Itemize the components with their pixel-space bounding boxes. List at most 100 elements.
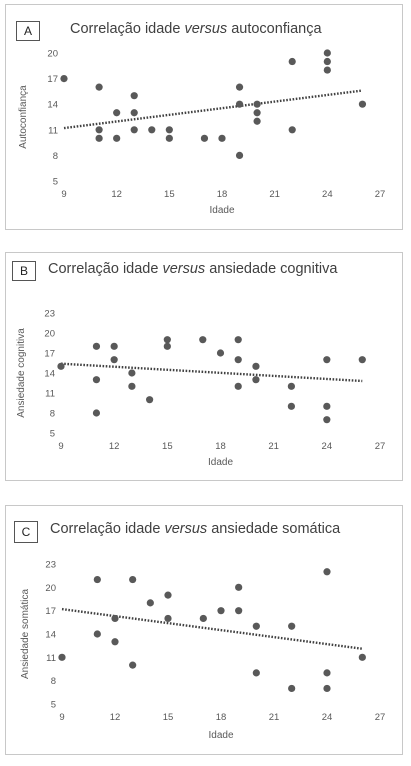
data-point bbox=[358, 100, 367, 108]
x-tick-label: 12 bbox=[111, 189, 122, 200]
x-tick-label: 9 bbox=[59, 712, 64, 723]
panel-letter-a: A bbox=[16, 21, 40, 41]
y-tick-label: 8 bbox=[51, 676, 56, 687]
chart-b-svg: 5 8 11 14 17 20 23 9 12 15 18 21 24 27 Idade Ansiedade … bbox=[16, 309, 386, 469]
trendline bbox=[60, 362, 363, 383]
data-point bbox=[218, 134, 226, 142]
data-point bbox=[323, 669, 331, 677]
data-point bbox=[252, 669, 260, 677]
x-tick-label: 15 bbox=[164, 189, 175, 200]
y-tick-label: 14 bbox=[44, 369, 55, 380]
y-tick-label: 17 bbox=[45, 606, 56, 617]
chart-title-a-part1: Correlação idade bbox=[70, 21, 185, 37]
data-point bbox=[110, 342, 118, 350]
data-point bbox=[287, 382, 295, 390]
chart-title-a-part2: autoconfiança bbox=[227, 21, 322, 37]
data-point bbox=[164, 614, 172, 623]
data-point bbox=[165, 126, 173, 134]
panel-letter-c: C bbox=[14, 521, 38, 543]
chart-title-b-part1: Correlação idade bbox=[48, 261, 163, 277]
data-point bbox=[130, 92, 138, 100]
data-point bbox=[93, 575, 101, 584]
data-point bbox=[128, 382, 136, 390]
x-tick-label: 24 bbox=[322, 441, 333, 452]
chart-a-svg: 5 8 11 14 17 20 9 12 15 18 21 24 27 Idade Autoconfianç… bbox=[18, 49, 385, 217]
x-axis-label: Idade bbox=[208, 457, 233, 468]
data-point bbox=[234, 336, 242, 344]
data-point bbox=[130, 126, 138, 134]
data-point bbox=[234, 382, 242, 390]
data-point bbox=[358, 653, 366, 661]
chart-panel-b: 5 8 11 14 17 20 23 9 12 15 18 21 24 27 Idade Ansiedade … bbox=[5, 252, 403, 481]
data-point bbox=[95, 134, 103, 142]
x-tick-label: 24 bbox=[322, 189, 333, 200]
data-point bbox=[164, 591, 172, 599]
data-point bbox=[199, 336, 207, 344]
y-tick-label: 20 bbox=[47, 49, 58, 60]
data-point bbox=[165, 134, 173, 142]
x-tick-label: 24 bbox=[322, 712, 333, 723]
data-point bbox=[130, 109, 138, 117]
data-point bbox=[200, 134, 209, 142]
data-point bbox=[234, 356, 242, 364]
data-point bbox=[323, 66, 331, 74]
y-tick-label: 14 bbox=[47, 100, 58, 111]
data-point bbox=[93, 630, 101, 638]
x-axis-label: Idade bbox=[209, 205, 234, 216]
data-point bbox=[288, 622, 296, 630]
trendline bbox=[63, 89, 363, 130]
data-point bbox=[58, 653, 66, 661]
data-point bbox=[110, 356, 118, 364]
data-point bbox=[288, 126, 296, 134]
data-point bbox=[113, 134, 121, 142]
data-point bbox=[235, 83, 244, 91]
data-point bbox=[95, 126, 103, 134]
data-point bbox=[146, 396, 154, 404]
y-tick-label: 17 bbox=[47, 74, 58, 85]
x-tick-label: 12 bbox=[109, 441, 120, 452]
data-point bbox=[199, 614, 207, 623]
data-point bbox=[92, 342, 101, 350]
data-point bbox=[252, 362, 260, 370]
x-tick-label: 21 bbox=[269, 189, 280, 200]
chart-title-b-italic: versus bbox=[162, 261, 206, 277]
x-tick-label: 21 bbox=[268, 441, 279, 452]
x-tick-label: 27 bbox=[375, 441, 386, 452]
x-axis-label: Idade bbox=[208, 730, 233, 741]
chart-title-c-part1: Correlação idade bbox=[50, 521, 165, 537]
data-point bbox=[323, 356, 331, 364]
x-tick-label: 21 bbox=[269, 712, 280, 723]
x-tick-label: 9 bbox=[61, 189, 66, 200]
data-point bbox=[235, 100, 244, 108]
y-tick-label: 8 bbox=[50, 409, 55, 420]
data-point bbox=[146, 599, 154, 607]
y-tick-label: 20 bbox=[44, 329, 55, 340]
data-point bbox=[128, 369, 136, 377]
data-point bbox=[252, 376, 260, 384]
data-point bbox=[323, 402, 331, 410]
chart-panel-c: 5 8 11 14 17 20 23 9 12 15 18 21 24 27 Idade Ansiedade … bbox=[5, 505, 403, 755]
data-point bbox=[323, 49, 331, 57]
y-tick-label: 11 bbox=[48, 125, 58, 136]
data-point bbox=[288, 684, 296, 693]
y-tick-label: 20 bbox=[45, 583, 56, 594]
y-tick-label: 5 bbox=[50, 429, 55, 440]
x-tick-label: 18 bbox=[215, 441, 226, 452]
data-point bbox=[129, 575, 137, 584]
chart-title-c: Correlação idade versus ansiedade somáti… bbox=[50, 521, 340, 537]
y-tick-label: 11 bbox=[45, 389, 55, 400]
chart-title-c-part2: ansiedade somática bbox=[207, 521, 341, 537]
data-point bbox=[253, 100, 261, 108]
data-point bbox=[92, 376, 101, 384]
chart-title-b-part2: ansiedade cognitiva bbox=[205, 261, 338, 277]
x-tick-label: 12 bbox=[110, 712, 121, 723]
data-point bbox=[323, 684, 331, 693]
x-tick-label: 27 bbox=[375, 712, 386, 723]
y-tick-label: 17 bbox=[44, 349, 55, 360]
y-axis-label: Ansiedade somática bbox=[20, 589, 31, 679]
panel-letter-b: B bbox=[12, 261, 36, 281]
y-tick-label: 23 bbox=[44, 309, 55, 320]
x-tick-label: 15 bbox=[163, 712, 174, 723]
data-point bbox=[217, 607, 225, 615]
data-point bbox=[287, 402, 295, 410]
